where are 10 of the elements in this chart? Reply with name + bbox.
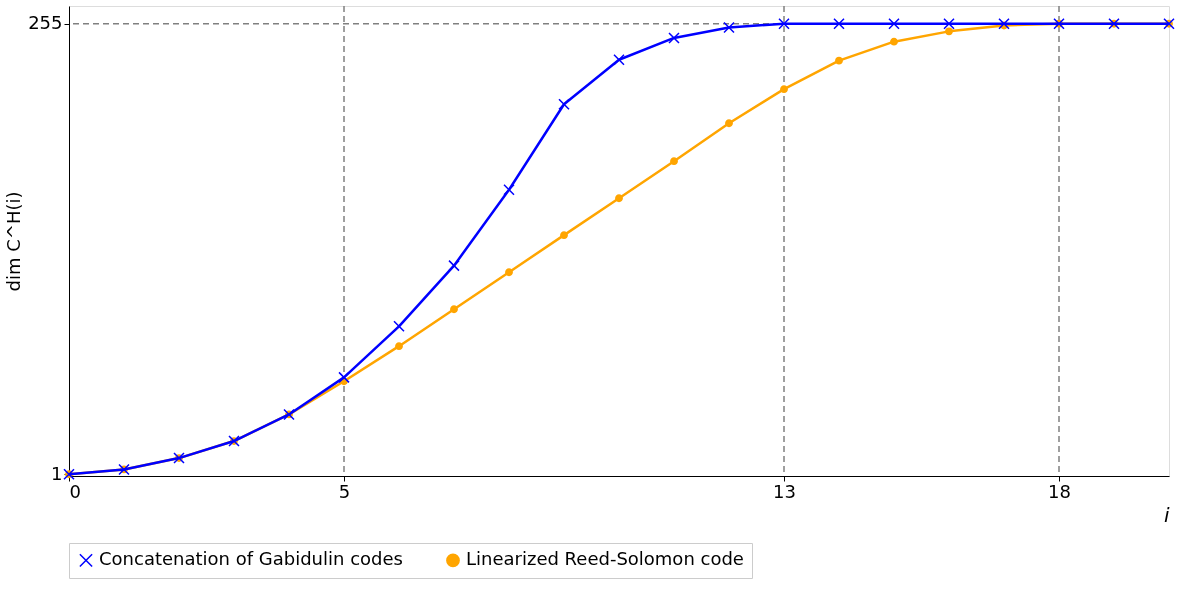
- y-tick-label: 1: [51, 462, 63, 484]
- y-tick-label: 255: [28, 12, 63, 34]
- x-tick-label: 5: [338, 480, 351, 502]
- x-tick-label: 0: [69, 480, 81, 502]
- x-tick-label: 13: [773, 480, 796, 502]
- legend-label: Concatenation of Gabidulin codes: [99, 548, 403, 570]
- x-tick-label: 18: [1048, 480, 1071, 502]
- y-axis-title: dim C^H(i): [3, 191, 25, 292]
- x-axis-title: i: [1163, 502, 1170, 527]
- legend-label: Linearized Reed-Solomon code: [466, 548, 744, 570]
